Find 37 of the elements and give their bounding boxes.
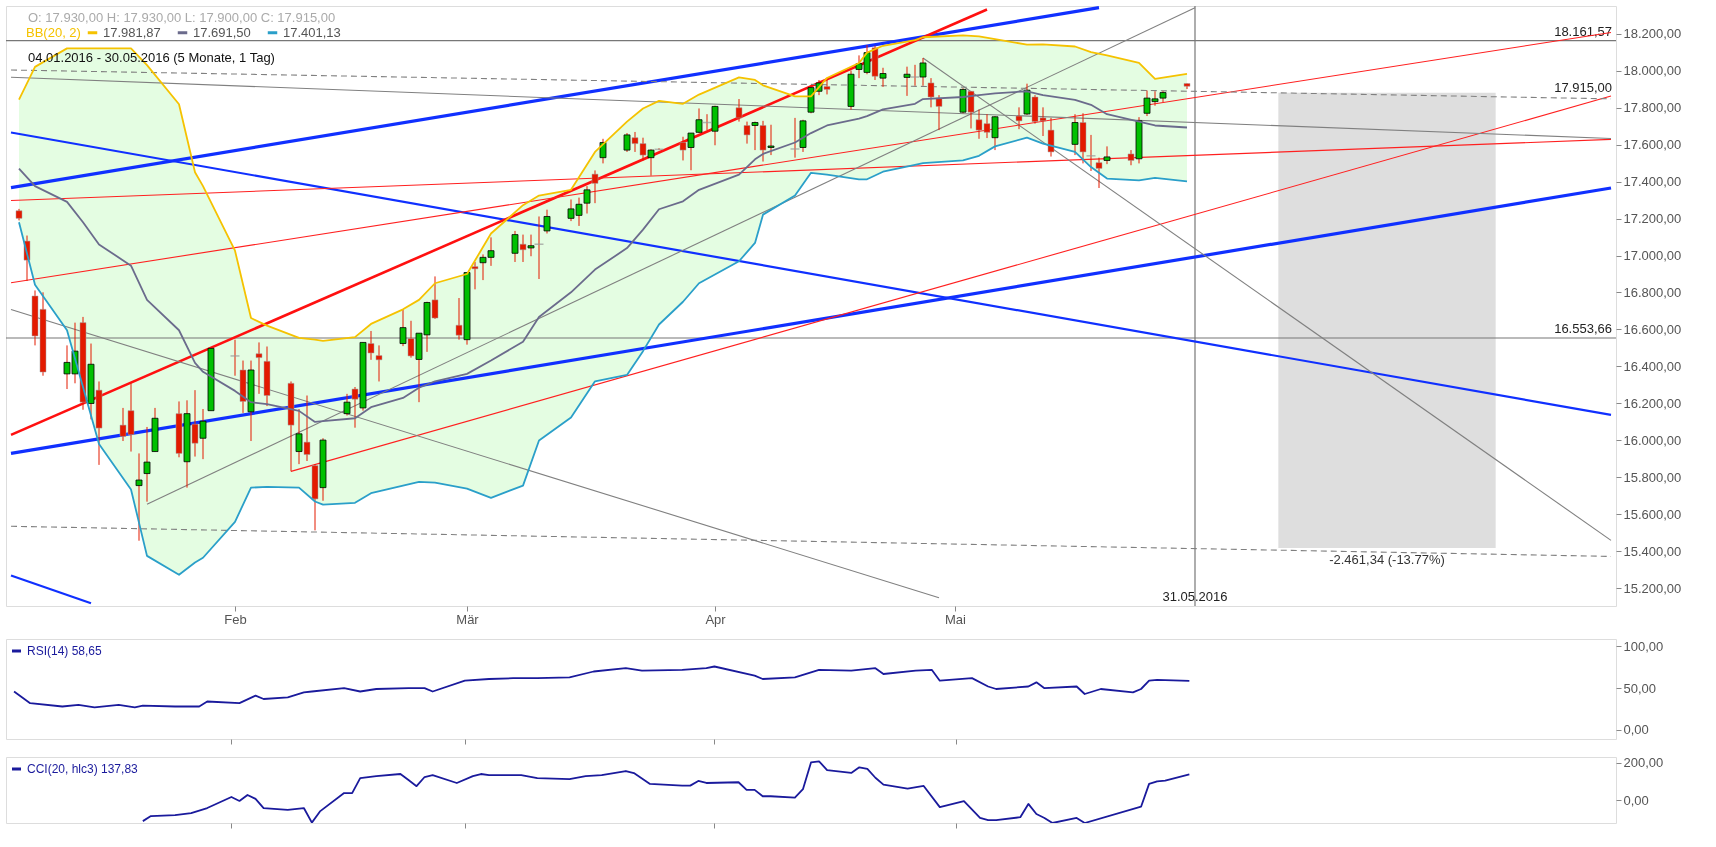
y-tick-label: 18.000,00 <box>1623 63 1682 79</box>
legend-label: RSI(14) 58,65 <box>27 644 103 658</box>
annotation: -2.461,34 (-13.77%) <box>1329 552 1445 568</box>
legend-label: 17.981,87 <box>103 24 161 40</box>
ref-line-label: 31.05.2016 <box>1162 589 1228 604</box>
y-tick-label: 0,00 <box>1623 722 1649 738</box>
x-tick-label: Mär <box>456 611 480 627</box>
chart-title: O: 17.930,00 H: 17.930,00 L: 17.900,00 C: 17.915,00 <box>28 10 336 25</box>
y-tick-label: 16.600,00 <box>1623 321 1682 337</box>
y-tick-label: 16.200,00 <box>1623 395 1682 411</box>
y-tick-label: 17.400,00 <box>1623 174 1682 190</box>
y-tick-label: 16.400,00 <box>1623 358 1682 374</box>
legend-label: 17.401,13 <box>283 24 341 40</box>
y-tick-label: 16.800,00 <box>1623 285 1682 300</box>
y-tick-label: 15.400,00 <box>1623 543 1682 559</box>
y-tick-label: 0,00 <box>1623 792 1649 808</box>
y-tick-label: 100,00 <box>1623 639 1664 654</box>
y-tick-label: 16.000,00 <box>1623 432 1682 448</box>
y-tick-label: 17.600,00 <box>1623 137 1682 153</box>
y-tick-label: 15.200,00 <box>1623 580 1682 596</box>
x-tick-label: Feb <box>224 611 247 627</box>
y-tick-label: 17.000,00 <box>1623 248 1682 264</box>
legend-title: BB(20, 2) <box>26 25 81 40</box>
ref-line-label: 18.161,57 <box>1554 23 1612 39</box>
y-tick-label: 15.600,00 <box>1623 506 1682 522</box>
annotation: 17.915,00 <box>1554 80 1612 95</box>
y-tick-label: 15.800,00 <box>1623 469 1682 485</box>
ref-line-label: 16.553,66 <box>1554 321 1612 337</box>
y-tick-label: 50,00 <box>1623 680 1657 696</box>
y-tick-label: 18.200,00 <box>1623 26 1682 42</box>
legend-label: CCI(20, hlc3) 137,83 <box>27 762 139 776</box>
x-tick-label: Apr <box>705 611 727 627</box>
x-tick-label: Mai <box>945 611 967 627</box>
y-tick-label: 200,00 <box>1623 755 1664 771</box>
y-tick-label: 17.800,00 <box>1623 100 1682 116</box>
legend-label: 17.691,50 <box>193 24 251 40</box>
y-tick-label: 17.200,00 <box>1623 211 1682 227</box>
